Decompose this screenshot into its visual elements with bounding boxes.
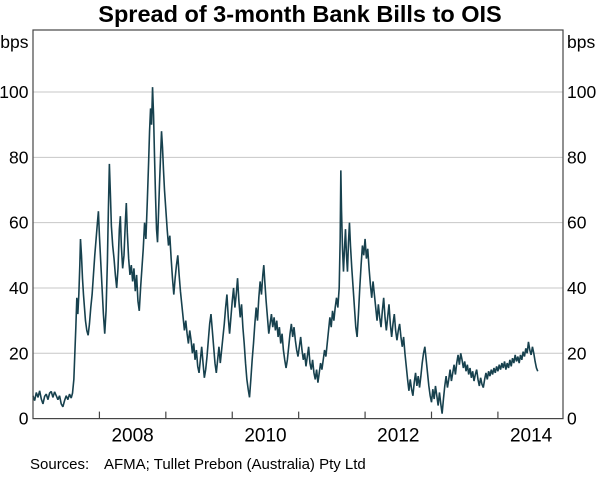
y-axis-unit-left: bps	[0, 32, 28, 52]
data-series	[32, 87, 539, 414]
y-tick-label-left-60: 60	[9, 213, 29, 233]
y-tick-label-right-0: 0	[567, 409, 577, 429]
x-year-label-2012: 2012	[377, 426, 419, 447]
y-tick-label-right-60: 60	[567, 213, 587, 233]
sources-text: AFMA; Tullet Prebon (Australia) Pty Ltd	[104, 456, 366, 473]
y-axis-tick-labels: 0 0 20 20 40 40 60 60 80 80 100 100	[0, 82, 596, 429]
x-year-label-2010: 2010	[244, 426, 286, 447]
x-axis-year-labels: 2008 2010 2012 2014	[111, 426, 552, 447]
y-tick-label-right-100: 100	[567, 82, 596, 102]
sources-label: Sources:	[30, 456, 89, 473]
y-tick-label-right-20: 20	[567, 343, 587, 363]
y-tick-label-right-40: 40	[567, 278, 587, 298]
x-year-label-2008: 2008	[111, 426, 153, 447]
x-axis-ticks	[98, 411, 499, 419]
x-year-label-2014: 2014	[510, 426, 553, 447]
y-tick-label-left-40: 40	[9, 278, 29, 298]
gridlines	[33, 91, 563, 354]
y-tick-label-left-20: 20	[9, 343, 29, 363]
y-tick-label-left-100: 100	[0, 82, 29, 102]
y-axis-unit-right: bps	[567, 32, 595, 52]
series-line-0	[32, 87, 539, 414]
y-tick-label-left-0: 0	[19, 409, 29, 429]
y-tick-label-right-80: 80	[567, 147, 587, 167]
plot-frame	[32, 29, 564, 420]
chart-title: Spread of 3-month Bank Bills to OIS	[98, 1, 501, 27]
y-tick-label-left-80: 80	[9, 147, 29, 167]
